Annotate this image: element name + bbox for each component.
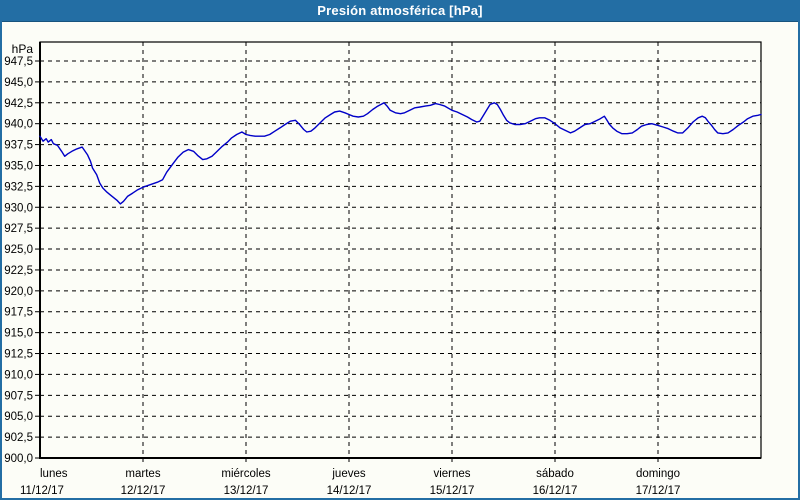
y-axis-tick-label: 925,0: [4, 244, 33, 256]
y-axis-tick-label: 935,0: [4, 160, 33, 172]
x-axis-date-label: 12/12/17: [121, 485, 166, 497]
y-axis-tick-label: 920,0: [4, 286, 33, 298]
y-axis-tick-label: 930,0: [4, 202, 33, 214]
y-axis-tick-label: 905,0: [4, 411, 33, 423]
y-axis-tick-label: 912,5: [4, 349, 33, 361]
y-axis-tick-label: 902,5: [4, 432, 33, 444]
pressure-series-line: [39, 102, 762, 205]
y-axis-tick-label: 910,0: [4, 369, 33, 381]
x-axis-date-label: 17/12/17: [636, 485, 681, 497]
y-axis-tick-label: 940,0: [4, 119, 33, 131]
y-axis-tick-label: 942,5: [4, 98, 33, 110]
x-axis-day-label: viernes: [433, 468, 470, 480]
x-axis-day-label: jueves: [331, 468, 365, 480]
y-axis-tick-label: 947,5: [4, 56, 33, 68]
pressure-line-chart: 900,0 902,5 905,0 907,5 910,0 912,5 915,0 917,5…: [4, 41, 762, 497]
x-axis-date-label: 16/12/17: [533, 485, 578, 497]
y-axis-tick-label: 945,0: [4, 77, 33, 89]
y-axis-tick-label: 937,5: [4, 140, 33, 152]
x-axis-date-label: 13/12/17: [224, 485, 269, 497]
y-axis-tick-label: 917,5: [4, 307, 33, 319]
y-axis-tick-label: 932,5: [4, 181, 33, 193]
y-axis-tick-label: 900,0: [4, 453, 33, 465]
y-axis-tick-label: 907,5: [4, 390, 33, 402]
y-axis-tick-label: 922,5: [4, 265, 33, 277]
x-axis-day-label: sábado: [536, 468, 574, 480]
x-axis-day-label: lunes: [40, 468, 68, 480]
x-axis-date-label: 11/12/17: [20, 485, 64, 497]
x-axis-date-label: 15/12/17: [430, 485, 475, 497]
x-axis-date-label: 14/12/17: [327, 485, 372, 497]
x-axis-day-label: domingo: [636, 468, 680, 480]
x-axis-day-label: martes: [125, 468, 160, 480]
y-axis-tick-label: 927,5: [4, 223, 33, 235]
x-axis-day-label: miércoles: [221, 468, 270, 480]
y-axis-tick-label: 915,0: [4, 328, 33, 340]
y-axis-unit-label: hPa: [12, 42, 34, 56]
window-title-bar: Presión atmosférica [hPa]: [0, 0, 800, 22]
